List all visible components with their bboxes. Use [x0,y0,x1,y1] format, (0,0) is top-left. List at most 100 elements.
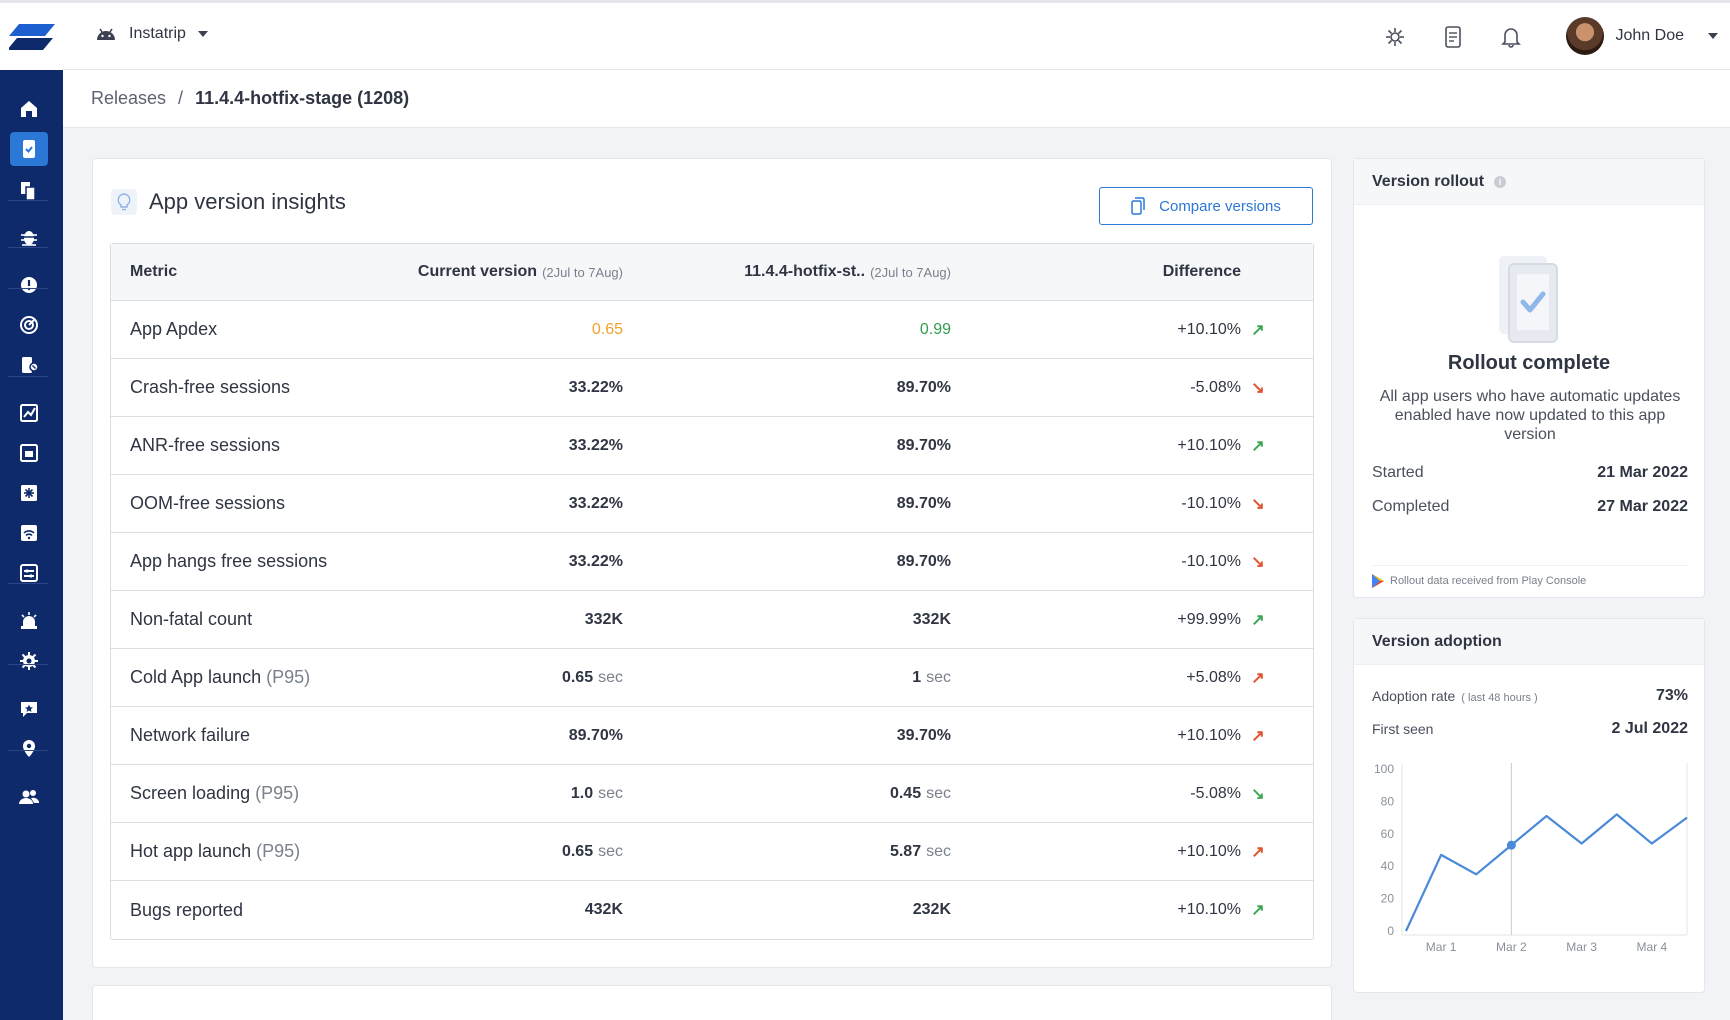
current-number: 33.22% [568,436,623,454]
release-value: 5.87 sec [890,823,951,880]
metric-suffix: (P95) [256,841,301,861]
current-number: 33.22% [568,552,623,570]
release-number: 89.70% [896,378,951,396]
sidebar-item-performance[interactable] [10,396,48,430]
sidebar-item-settings-bug[interactable] [10,644,48,678]
home-icon [21,101,37,117]
difference-value: -10.10% ↘ [1181,533,1265,590]
sidebar-divider [8,664,48,665]
panel-header: Version rollout i [1354,159,1704,205]
sidebar-item-location[interactable] [10,732,48,766]
col-metric: Metric [130,263,178,280]
bell-icon[interactable] [1499,25,1523,49]
difference-value: -5.08% ↘ [1190,765,1265,822]
table-row: Network failure 89.70% 39.70% +10.10% ↗ [111,707,1313,765]
y-tick-label: 20 [1381,892,1395,906]
table-row: Hot app launch (P95) 0.65 sec 5.87 sec +10.10%… [111,823,1313,881]
current-unit: sec [598,842,623,860]
difference-number: +10.10% [1177,436,1241,454]
release-number: 0.99 [919,320,951,338]
sidebar-item-app-hang[interactable] [10,348,48,382]
sidebar-item-flags[interactable] [10,556,48,590]
x-tick-label: Mar 4 [1637,940,1668,954]
metric-label: Bugs reported [130,899,244,920]
difference-number: +10.10% [1177,901,1241,918]
phone-check-icon [1499,256,1558,343]
rollout-footnote: Rollout data received from Play Console [1372,565,1688,588]
release-value: 39.70% [897,707,951,764]
release-number: 0.45 [889,784,922,802]
sidebar-item-releases[interactable] [10,132,48,166]
rollout-description: All app users who have automatic updates… [1379,388,1681,443]
metric-label: App hangs free sessions [130,551,328,571]
release-number: 39.70% [896,726,951,744]
version-adoption-panel: Version adoption Adoption rate ( last 48 … [1353,618,1705,993]
screen-loading-icon [20,444,38,462]
adoption-rate-value: 73% [1655,687,1688,704]
metric-label: Non-fatal count [130,609,253,629]
logo-icon [8,23,55,50]
crash-icon [21,277,37,293]
metric-name: Cold App launch (P95) [130,649,310,706]
current-number: 1.0 [570,784,594,802]
current-number: 0.65 [561,668,594,686]
x-tick-label: Mar 3 [1566,940,1597,954]
col-release-label: 11.4.4-hotfix-st.. [744,263,866,280]
user-menu[interactable]: John Doe [1565,17,1718,55]
release-value: 89.70% [897,359,951,416]
table-row: OOM-free sessions 33.22% 89.70% -10.10% ↘ [111,475,1313,533]
avatar [1565,17,1604,55]
breadcrumb-releases[interactable]: Releases [91,88,167,108]
release-number: 5.87 [889,842,922,860]
col-current-range: (2Jul to 7Aug) [542,264,623,280]
sidebar-item-home[interactable] [10,92,48,126]
app-switcher[interactable]: Instatrip [95,25,208,43]
caret-down-icon [1708,33,1718,39]
sidebar-item-screen-loading[interactable] [10,436,48,470]
trend-arrow-icon: ↗ [1251,321,1265,339]
sidebar-item-feedback[interactable] [10,692,48,726]
metric-name: Bugs reported [130,881,243,939]
metric-name: Hot app launch (P95) [130,823,300,880]
current-value: 0.65 sec [562,823,623,880]
compare-versions-button[interactable]: Compare versions [1099,187,1313,225]
rollout-status: Rollout complete [1447,352,1611,374]
info-icon[interactable]: i [1494,175,1507,188]
rollout-footnote-text: Rollout data received from Play Console [1390,575,1587,587]
started-value: 21 Mar 2022 [1597,464,1688,481]
sidebar-divider [8,376,48,377]
sidebar-item-bug[interactable] [10,220,48,254]
col-current-label: Current version [417,263,538,280]
difference-value: +10.10% ↗ [1177,823,1265,880]
sidebar-item-versions[interactable] [10,174,48,208]
trend-arrow-icon: ↘ [1251,553,1265,571]
team-icon [19,790,40,804]
bug-settings-icon[interactable] [1383,25,1407,49]
android-icon [97,28,115,40]
difference-number: -10.10% [1181,494,1241,512]
secondary-card [92,985,1332,1020]
table-row: Cold App launch (P95) 0.65 sec 1 sec +5.08% ↗ [111,649,1313,707]
first-seen-value: 2 Jul 2022 [1611,720,1689,737]
sidebar-item-alert[interactable] [10,604,48,638]
release-unit: sec [926,842,951,860]
sidebar-item-crash[interactable] [10,268,48,302]
logo[interactable] [0,3,63,70]
difference-value: +10.10% ↗ [1177,417,1265,474]
table-row: Crash-free sessions 33.22% 89.70% -5.08% ↘ [111,359,1313,417]
sidebar-item-team[interactable] [10,780,48,814]
table-row: Screen loading (P95) 1.0 sec 0.45 sec -5.08% ↘ [111,765,1313,823]
play-store-icon [1372,574,1384,588]
release-number: 232K [912,901,951,918]
sidebar-item-network[interactable] [10,516,48,550]
sidebar-item-apdex[interactable] [10,308,48,342]
current-value: 89.70% [569,707,623,764]
table-row: App Apdex 0.65 0.99 +10.10% ↗ [111,301,1313,359]
difference-number: -5.08% [1190,378,1241,396]
sidebar-item-app-launch[interactable] [10,476,48,510]
sidebar-divider [8,247,48,248]
release-value: 1 sec [912,649,951,706]
x-tick-label: Mar 2 [1496,940,1527,954]
document-icon[interactable] [1441,25,1465,49]
feedback-icon [21,702,37,717]
